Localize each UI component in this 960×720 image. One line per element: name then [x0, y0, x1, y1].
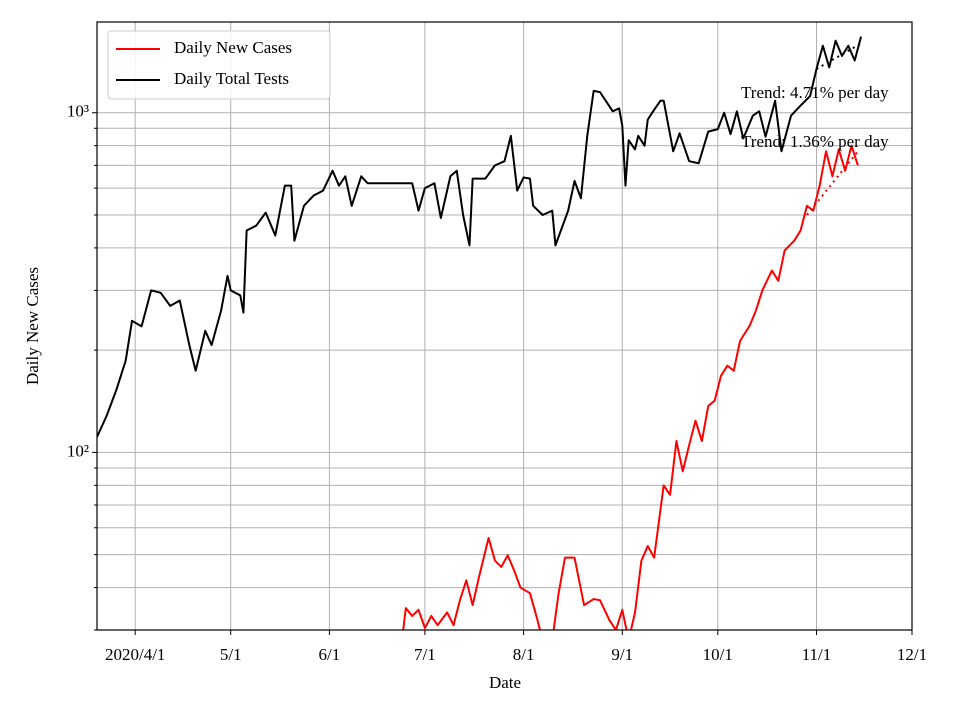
x-tick-label: 8/1	[513, 645, 535, 664]
grid	[97, 22, 913, 631]
x-tick-label: 5/1	[220, 645, 242, 664]
x-tick-label: 7/1	[414, 645, 436, 664]
axes: 2020/4/1 5/1 6/1 7/1 8/1 9/1 10/1 11/1 12/1 10² 10…	[67, 102, 927, 664]
trend-line	[815, 42, 862, 70]
trend-line	[806, 150, 859, 216]
series-line	[402, 144, 859, 630]
x-tick-label: 10/1	[703, 645, 733, 664]
annotation: Trend: 4.71% per day	[741, 83, 889, 102]
plot-frame	[96, 21, 913, 631]
series-line	[97, 36, 863, 438]
x-tick-label: 11/1	[802, 645, 832, 664]
x-axis-label: Date	[489, 673, 521, 692]
x-tick-label: 9/1	[611, 645, 633, 664]
annotation: Trend: 1.36% per day	[741, 132, 889, 151]
x-tick-label: 6/1	[319, 645, 341, 664]
legend-label: Daily New Cases	[174, 38, 292, 57]
x-tick-label: 2020/4/1	[105, 645, 165, 664]
y-tick-label: 10³	[67, 102, 89, 121]
x-tick-label: 12/1	[897, 645, 927, 664]
y-axis-label: Daily New Cases	[23, 267, 42, 385]
legend-box	[107, 30, 331, 100]
legend-label: Daily Total Tests	[174, 69, 289, 88]
plot-area	[97, 36, 863, 630]
legend: Daily New Cases Daily Total Tests	[107, 30, 331, 100]
y-tick-label: 10²	[67, 441, 89, 460]
